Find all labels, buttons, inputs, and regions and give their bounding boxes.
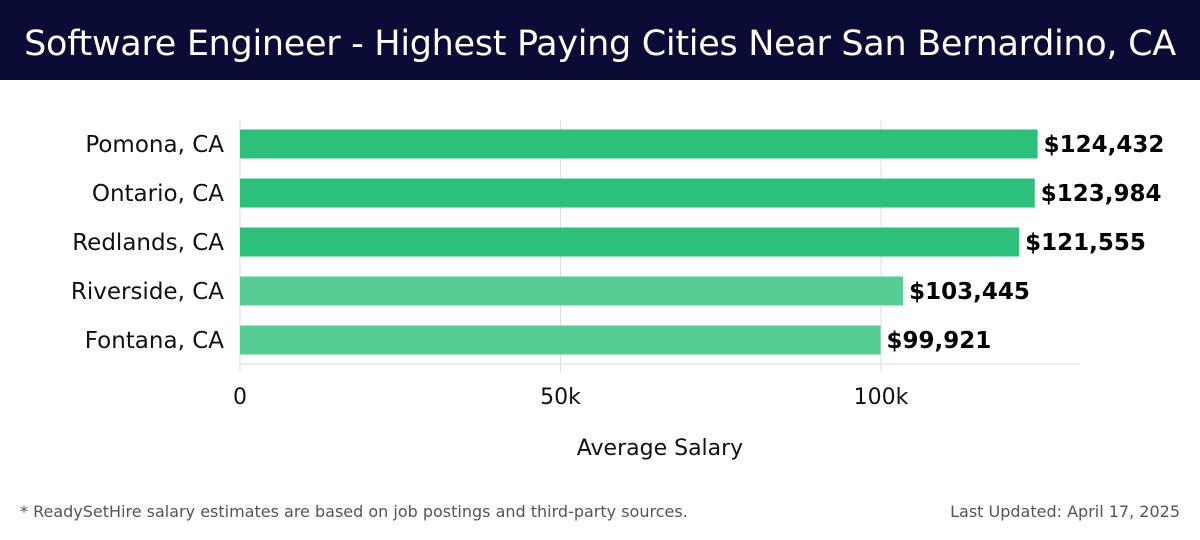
value-label: $99,921 — [886, 328, 991, 354]
bar — [240, 276, 904, 306]
category-label: Pomona, CA — [85, 132, 224, 158]
last-updated: Last Updated: April 17, 2025 — [950, 502, 1180, 521]
value-label: $123,984 — [1041, 181, 1162, 207]
label-layer: 0 50k 100k Pomona, CA $124,432 Ontario, CA $12… — [71, 132, 1165, 410]
category-label: Ontario, CA — [92, 181, 224, 207]
category-label: Fontana, CA — [85, 328, 225, 354]
x-axis-title: Average Salary — [577, 436, 743, 461]
chart-title: Software Engineer - Highest Paying Citie… — [24, 24, 1176, 64]
bar — [240, 178, 1035, 208]
footnote: * ReadySetHire salary estimates are base… — [20, 502, 688, 521]
category-label: Redlands, CA — [72, 230, 224, 256]
category-label: Riverside, CA — [71, 279, 224, 305]
x-tick-label: 0 — [233, 385, 247, 410]
bar — [240, 325, 881, 355]
bar — [240, 227, 1020, 257]
bar-chart: 0 50k 100k Pomona, CA $124,432 Ontario, CA $12… — [71, 120, 1165, 461]
title-bar — [0, 0, 1200, 80]
value-label: $103,445 — [909, 279, 1030, 305]
x-tick-label: 100k — [854, 385, 909, 410]
value-label: $121,555 — [1025, 230, 1146, 256]
bar-layer — [240, 129, 1038, 355]
bar — [240, 129, 1038, 159]
x-tick-label: 50k — [540, 385, 581, 410]
value-label: $124,432 — [1044, 132, 1165, 158]
